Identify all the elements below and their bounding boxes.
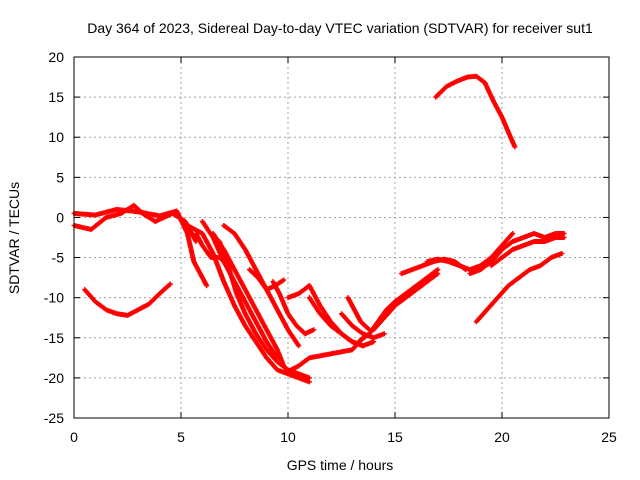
x-tick-label: 15 bbox=[387, 429, 403, 445]
series-arc22 bbox=[488, 235, 567, 269]
series-arc9 bbox=[193, 230, 231, 269]
y-tick-label: -20 bbox=[44, 370, 64, 386]
series-arc23 bbox=[473, 251, 565, 325]
series-arc7 bbox=[210, 230, 287, 369]
y-tick-label: -15 bbox=[44, 330, 64, 346]
x-axis-label: GPS time / hours bbox=[287, 457, 394, 473]
grid bbox=[74, 57, 609, 418]
series-arc24 bbox=[433, 73, 518, 150]
y-tick-label: 5 bbox=[56, 169, 64, 185]
data-point bbox=[167, 281, 173, 287]
series-arc21 bbox=[467, 230, 567, 277]
data-point bbox=[559, 251, 565, 257]
x-tick-label: 25 bbox=[601, 429, 617, 445]
data-point bbox=[204, 283, 210, 289]
data-point bbox=[281, 277, 287, 283]
data-point bbox=[435, 271, 441, 277]
data-point bbox=[510, 230, 516, 236]
data-markers bbox=[71, 73, 567, 385]
plot-frame bbox=[73, 56, 610, 419]
y-tick-label: 15 bbox=[48, 89, 64, 105]
data-point bbox=[296, 343, 302, 349]
data-point bbox=[281, 363, 287, 369]
data-point bbox=[561, 235, 567, 240]
data-point bbox=[306, 375, 312, 381]
axes: 0 5 10 15 20 25 -25 -20 -15 -10 -5 0 5 10 15 20 bbox=[44, 49, 617, 445]
series-arc2 bbox=[71, 202, 199, 245]
series-arc18 bbox=[371, 271, 441, 333]
series-arc11 bbox=[246, 267, 287, 293]
y-tick-label: -5 bbox=[52, 250, 65, 266]
series-arc4 bbox=[184, 222, 312, 385]
data-point bbox=[311, 327, 317, 333]
y-tick-label: -25 bbox=[44, 410, 64, 426]
data-point bbox=[193, 239, 199, 245]
series-arc3 bbox=[82, 281, 173, 318]
data-point bbox=[381, 331, 387, 337]
series-arc6 bbox=[217, 239, 312, 381]
x-tick-label: 5 bbox=[177, 429, 185, 445]
chart-title: Day 364 of 2023, Sidereal Day-to-day VTE… bbox=[87, 20, 593, 36]
series-arc14 bbox=[306, 283, 366, 349]
y-tick-label: 0 bbox=[56, 209, 64, 225]
data-point bbox=[360, 343, 366, 349]
y-tick-label: 10 bbox=[48, 129, 64, 145]
y-axis-label: SDTVAR / TECUs bbox=[6, 182, 22, 294]
x-tick-label: 20 bbox=[494, 429, 510, 445]
series-arc16 bbox=[345, 295, 372, 333]
y-tick-label: -10 bbox=[44, 290, 64, 306]
x-tick-label: 0 bbox=[70, 429, 78, 445]
y-tick-label: 20 bbox=[48, 49, 64, 65]
series-arc10 bbox=[270, 279, 317, 337]
x-tick-label: 10 bbox=[280, 429, 296, 445]
data-point bbox=[512, 144, 518, 150]
data-point bbox=[225, 263, 231, 269]
series-arc1 bbox=[71, 206, 210, 289]
